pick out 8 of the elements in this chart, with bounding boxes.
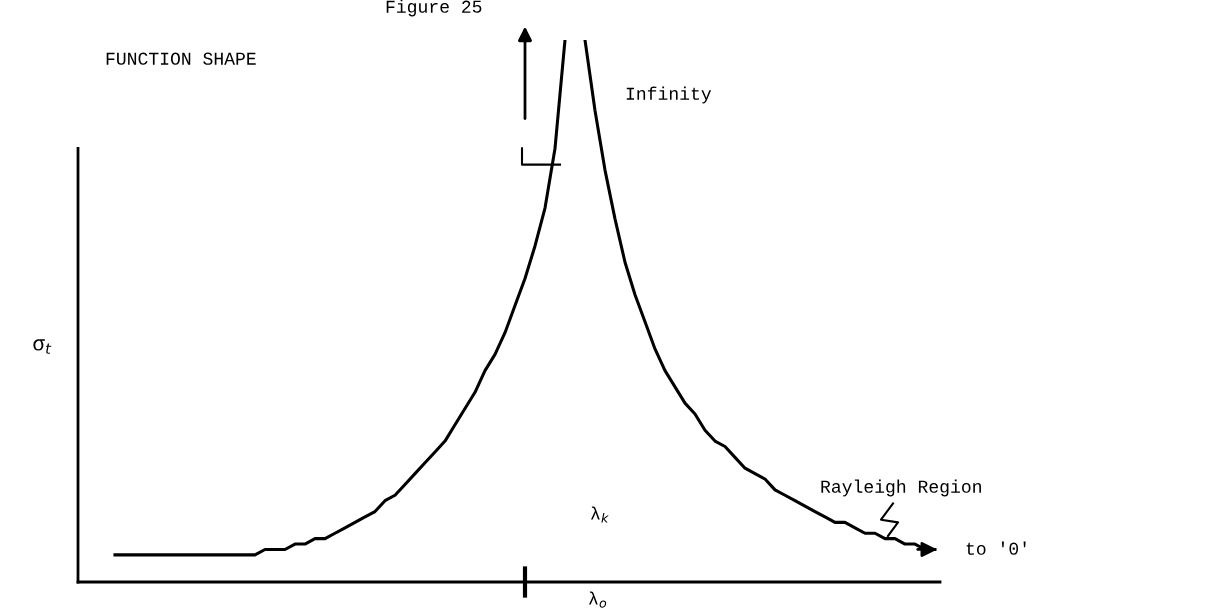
text: FUNCTION SHAPE <box>106 52 256 65</box>
y-axis-title: σ$_{t}$ <box>33 339 52 354</box>
text: to '0' <box>966 541 1026 555</box>
annotation: Rayleigh Region <box>821 479 981 497</box>
caption: Figure 25 <box>386 0 482 17</box>
text: λ$_{o}$ <box>589 591 607 608</box>
annotation: Infinity <box>626 86 712 104</box>
annotation: λ$_{k}$ <box>591 506 609 523</box>
